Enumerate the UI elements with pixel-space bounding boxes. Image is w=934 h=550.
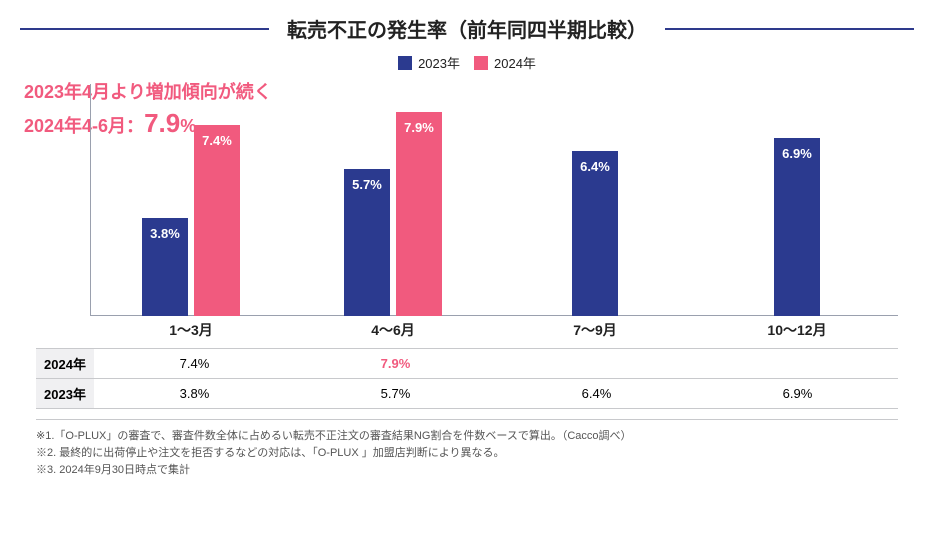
bar-value-label: 7.9%: [404, 120, 434, 135]
legend-swatch-2024: [474, 56, 488, 70]
bar-groups: 3.8% 7.4% 5.7% 7.9% 6.4% 6.9%: [90, 84, 898, 316]
chart-title: 転売不正の発生率（前年同四半期比較）: [287, 14, 647, 43]
legend-swatch-2023: [398, 56, 412, 70]
footnotes: ※1.「O-PLUX」の審査で、審査件数全体に占めるい転売不正注文の審査結果NG…: [36, 419, 898, 479]
cell-2024-0: 7.4%: [94, 349, 295, 379]
cell-2023-1: 5.7%: [295, 379, 496, 409]
bar-2023: 6.9%: [774, 138, 820, 316]
bar-group: 6.4%: [494, 84, 696, 316]
footnote-1: ※1.「O-PLUX」の審査で、審査件数全体に占めるい転売不正注文の審査結果NG…: [36, 428, 898, 445]
title-line-left: [20, 28, 269, 30]
cell-2024-3: [697, 349, 898, 379]
x-axis-label: 4～6月: [292, 316, 494, 344]
cell-2023-0: 3.8%: [94, 379, 295, 409]
x-axis-label: 7～9月: [494, 316, 696, 344]
x-axis-label: 1～3月: [90, 316, 292, 344]
bar-group: 3.8% 7.4%: [90, 84, 292, 316]
bar-value-label: 7.4%: [202, 133, 232, 148]
bar-2024: 7.4%: [194, 125, 240, 316]
table-row-2023: 2023年 3.8% 5.7% 6.4% 6.9%: [36, 379, 898, 409]
cell-2024-2: [496, 349, 697, 379]
table-row-2024: 2024年 7.4% 7.9%: [36, 349, 898, 379]
legend: 2023年 2024年: [0, 53, 934, 72]
legend-label-2023: 2023年: [418, 53, 460, 72]
bar-group: 5.7% 7.9%: [292, 84, 494, 316]
footnote-2: ※2. 最終的に出荷停止や注文を拒否するなどの対応は、「O-PLUX 」加盟店判…: [36, 445, 898, 462]
bar-value-label: 5.7%: [352, 177, 382, 192]
x-axis-label: 10～12月: [696, 316, 898, 344]
bar-value-label: 6.4%: [580, 159, 610, 174]
bar-value-label: 3.8%: [150, 226, 180, 241]
bar-group: 6.9%: [696, 84, 898, 316]
chart-area: 3.8% 7.4% 5.7% 7.9% 6.4% 6.9% 1～3月4～6月7～9月10～…: [90, 84, 898, 344]
data-table: 2024年 7.4% 7.9% 2023年 3.8% 5.7% 6.4% 6.9…: [36, 348, 898, 409]
legend-item-2023: 2023年: [398, 53, 460, 72]
cell-2023-3: 6.9%: [697, 379, 898, 409]
x-labels: 1～3月4～6月7～9月10～12月: [90, 316, 898, 344]
row-head-2024: 2024年: [36, 349, 94, 379]
legend-label-2024: 2024年: [494, 53, 536, 72]
title-row: 転売不正の発生率（前年同四半期比較）: [0, 0, 934, 43]
cell-2024-1: 7.9%: [295, 349, 496, 379]
bar-2023: 3.8%: [142, 218, 188, 316]
row-head-2023: 2023年: [36, 379, 94, 409]
cell-2023-2: 6.4%: [496, 379, 697, 409]
bar-2023: 5.7%: [344, 169, 390, 316]
legend-item-2024: 2024年: [474, 53, 536, 72]
bar-2023: 6.4%: [572, 151, 618, 316]
footnote-3: ※3. 2024年9月30日時点で集計: [36, 462, 898, 479]
title-line-right: [665, 28, 914, 30]
bar-value-label: 6.9%: [782, 146, 812, 161]
bar-2024: 7.9%: [396, 112, 442, 316]
